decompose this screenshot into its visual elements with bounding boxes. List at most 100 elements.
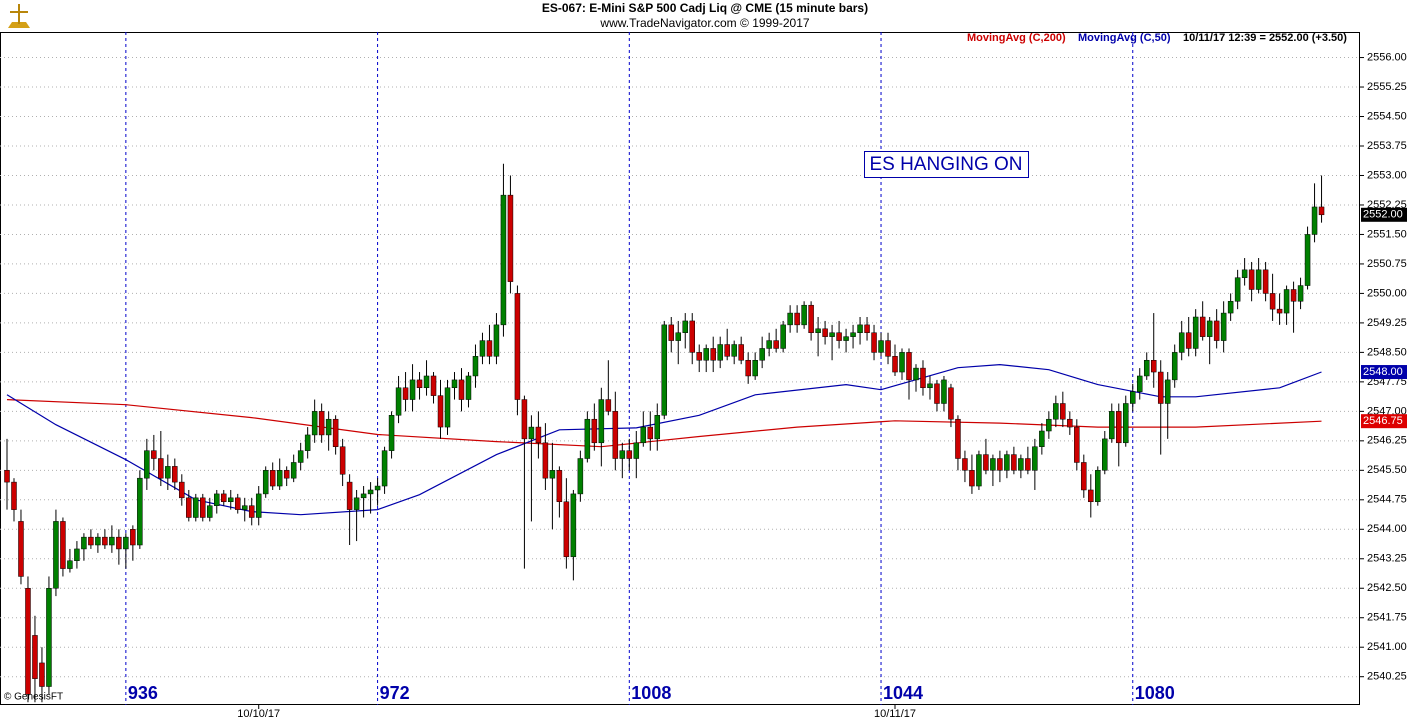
candle-body [374, 485, 381, 491]
candle-body [584, 418, 591, 459]
candle-body [794, 312, 800, 326]
candle-body [179, 481, 185, 499]
candle-body [1060, 403, 1066, 420]
candle-body [892, 356, 898, 373]
candle-body [4, 470, 10, 483]
candle-body [598, 399, 605, 444]
date-label: 10/10/17 [237, 708, 280, 720]
candle-body [563, 501, 570, 558]
candle-body [808, 304, 814, 333]
moving-average-line [6, 363, 1322, 516]
candle-body [801, 304, 807, 326]
price-tag-label: 2552.00 [1363, 209, 1403, 221]
candle-body [388, 415, 395, 451]
candle-body [668, 324, 675, 341]
candle-body [221, 493, 227, 503]
price-tag [1361, 365, 1407, 380]
y-tick-label: 2544.00 [1367, 523, 1407, 535]
x-tick-label: 972 [380, 683, 410, 703]
candle-body [899, 352, 905, 373]
candle-body [969, 470, 975, 487]
candle-body [1053, 403, 1059, 420]
y-tick-label: 2546.25 [1367, 435, 1407, 447]
y-tick-label: 2545.50 [1367, 464, 1407, 476]
candle-body [829, 332, 835, 337]
candle-body [864, 324, 870, 333]
candle-body [402, 387, 409, 400]
candle-body [983, 454, 989, 471]
candle-body [913, 367, 919, 381]
y-tick-label: 2541.75 [1367, 612, 1407, 624]
candle-body [619, 450, 626, 459]
candle-body [1109, 411, 1115, 440]
candle-body [276, 470, 283, 487]
candle-body [1046, 418, 1052, 432]
candle-body [710, 348, 716, 361]
y-tick-label: 2550.75 [1367, 258, 1407, 270]
y-tick-label: 2555.25 [1367, 81, 1407, 93]
candle-body [1081, 462, 1087, 491]
candle-body [297, 450, 304, 463]
candle-body [1304, 234, 1311, 286]
candle-body [186, 497, 192, 518]
candle-body [542, 442, 549, 479]
candle-body [948, 387, 954, 420]
candle-body [633, 442, 640, 459]
candle-body [906, 352, 912, 381]
legend-entry: MovingAvg (C,200) [967, 32, 1066, 44]
candle-body [1227, 301, 1234, 314]
candle-body [696, 352, 702, 361]
candle-body [116, 536, 122, 550]
candle-body [1067, 418, 1073, 428]
candle-body [1025, 458, 1031, 471]
logo [8, 4, 30, 28]
candle-body [682, 320, 688, 333]
candle-body [535, 426, 542, 444]
candle-body [843, 336, 849, 341]
candle-body [144, 450, 150, 479]
candle-body [640, 426, 647, 444]
candle-body [200, 497, 206, 518]
candle-body [423, 375, 430, 389]
candle-body [1185, 332, 1192, 349]
candle-body [493, 324, 500, 357]
candle-body [18, 521, 24, 577]
candle-body [927, 383, 933, 389]
moving-average-line [6, 399, 1322, 448]
candle-body [95, 536, 101, 546]
legend-entry: MovingAvg (C,50) [1078, 32, 1171, 44]
candle-body [857, 324, 863, 333]
candle-body [1255, 269, 1262, 290]
footer: © GenesisFT [4, 692, 63, 703]
candle-body [346, 481, 353, 510]
chart-title: ES-067: E-Mini S&P 500 Cadj Liq @ CME (1… [542, 1, 868, 15]
candle-body [605, 399, 612, 412]
y-tick-label: 2553.75 [1367, 140, 1407, 152]
candle-body [227, 497, 234, 503]
candle-body [1192, 316, 1199, 349]
candle-body [360, 493, 367, 499]
candle-body [53, 521, 59, 589]
candle-body [151, 450, 157, 459]
candle-body [451, 379, 458, 389]
candle-body [878, 340, 884, 353]
candle-body [137, 477, 143, 546]
candle-body [255, 493, 262, 518]
candle-body [654, 415, 661, 440]
candle-body [1011, 454, 1017, 471]
candle-body [836, 332, 842, 341]
candle-body [1234, 277, 1241, 302]
candle-body [703, 348, 709, 361]
candle-body [1130, 391, 1136, 404]
y-tick-label: 2544.75 [1367, 494, 1407, 506]
candle-body [248, 505, 255, 518]
y-tick-label: 2541.00 [1367, 641, 1407, 653]
candle-body [1039, 430, 1045, 447]
candle-body [444, 387, 451, 428]
candle-body [409, 379, 416, 400]
candle-body [88, 536, 94, 546]
candle-body [717, 344, 723, 361]
candle-body [647, 426, 654, 440]
candle-body [1213, 320, 1220, 341]
